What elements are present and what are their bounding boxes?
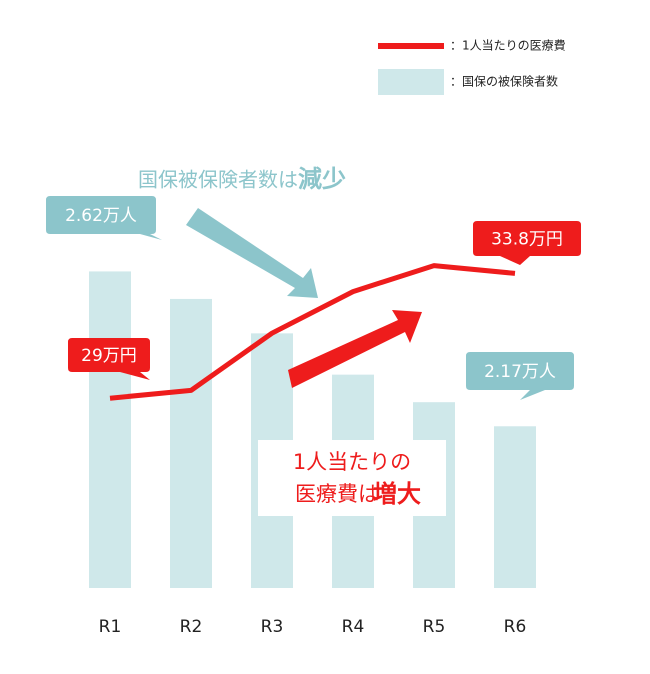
annotation-text: 国保被保険者数は: [138, 168, 298, 192]
bar: [89, 271, 131, 588]
decrease-arrow: [186, 208, 318, 298]
bar: [494, 426, 536, 588]
annotation-text: 1人当たりの: [293, 450, 411, 474]
increase-arrow: [288, 310, 422, 388]
x-tick-label: R1: [99, 617, 122, 637]
x-tick-label: R5: [423, 617, 446, 637]
bar: [170, 298, 212, 588]
x-tick-label: R6: [504, 617, 527, 637]
legend-label: ：国保の被保険者数: [450, 74, 558, 89]
line: [109, 263, 516, 401]
callout-box: [68, 338, 150, 380]
callout-box: [466, 352, 574, 400]
data-label: 29万円: [81, 346, 137, 366]
legend-swatch: [378, 69, 444, 95]
x-tick-label: R3: [261, 617, 284, 637]
legend-swatch: [378, 43, 444, 49]
data-label: 33.8万円: [491, 230, 563, 250]
x-tick-label: R2: [180, 617, 203, 637]
annotation-box: [258, 440, 446, 516]
data-label: 2.62万人: [65, 206, 137, 226]
legend-label: ：1人当たりの医療費: [450, 38, 566, 53]
callout-box: [46, 196, 162, 240]
annotation-emphasis: 減少: [298, 165, 346, 193]
x-tick-label: R4: [342, 617, 365, 637]
annotation-text: 医療費は: [295, 482, 379, 506]
callout-box: [473, 221, 581, 265]
annotation-emphasis: 増大: [373, 480, 421, 508]
data-label: 2.17万人: [484, 362, 556, 382]
